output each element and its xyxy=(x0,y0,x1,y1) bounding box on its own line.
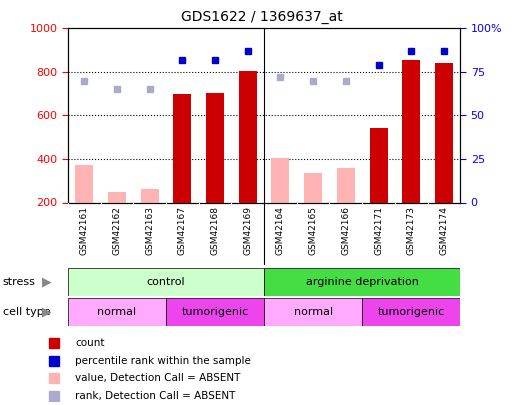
Text: GSM42161: GSM42161 xyxy=(80,206,89,255)
Bar xyxy=(174,94,191,202)
Text: normal: normal xyxy=(97,307,137,317)
Text: GSM42169: GSM42169 xyxy=(243,206,252,255)
Bar xyxy=(264,298,362,326)
Text: value, Detection Call = ABSENT: value, Detection Call = ABSENT xyxy=(75,373,241,383)
Text: GSM42168: GSM42168 xyxy=(211,206,220,255)
Text: control: control xyxy=(147,277,185,287)
Text: GSM42166: GSM42166 xyxy=(342,206,350,255)
Text: GSM42167: GSM42167 xyxy=(178,206,187,255)
Bar xyxy=(108,192,126,202)
Text: count: count xyxy=(75,338,105,348)
Bar xyxy=(435,63,453,202)
Bar xyxy=(68,268,264,296)
Bar xyxy=(362,298,460,326)
Text: tumorigenic: tumorigenic xyxy=(181,307,249,317)
Text: GSM42171: GSM42171 xyxy=(374,206,383,255)
Text: GSM42173: GSM42173 xyxy=(407,206,416,255)
Bar xyxy=(402,60,420,202)
Text: percentile rank within the sample: percentile rank within the sample xyxy=(75,356,251,366)
Text: arginine deprivation: arginine deprivation xyxy=(306,277,418,287)
Text: stress: stress xyxy=(3,277,36,287)
Text: GSM42174: GSM42174 xyxy=(439,206,448,254)
Text: ▶: ▶ xyxy=(42,306,52,319)
Bar xyxy=(264,268,460,296)
Text: GDS1622 / 1369637_at: GDS1622 / 1369637_at xyxy=(180,10,343,24)
Text: ▶: ▶ xyxy=(42,275,52,288)
Bar xyxy=(75,166,93,202)
Bar xyxy=(239,71,257,202)
Text: GSM42165: GSM42165 xyxy=(309,206,317,255)
Bar xyxy=(271,158,289,202)
Bar xyxy=(337,168,355,202)
Bar xyxy=(304,173,322,202)
Bar xyxy=(68,298,166,326)
Text: GSM42164: GSM42164 xyxy=(276,206,285,254)
Bar xyxy=(166,298,264,326)
Text: normal: normal xyxy=(293,307,333,317)
Bar xyxy=(141,190,158,202)
Text: rank, Detection Call = ABSENT: rank, Detection Call = ABSENT xyxy=(75,391,236,401)
Text: GSM42163: GSM42163 xyxy=(145,206,154,255)
Text: tumorigenic: tumorigenic xyxy=(378,307,445,317)
Bar xyxy=(370,128,388,202)
Bar xyxy=(206,93,224,202)
Text: cell type: cell type xyxy=(3,307,50,317)
Text: GSM42162: GSM42162 xyxy=(112,206,121,254)
